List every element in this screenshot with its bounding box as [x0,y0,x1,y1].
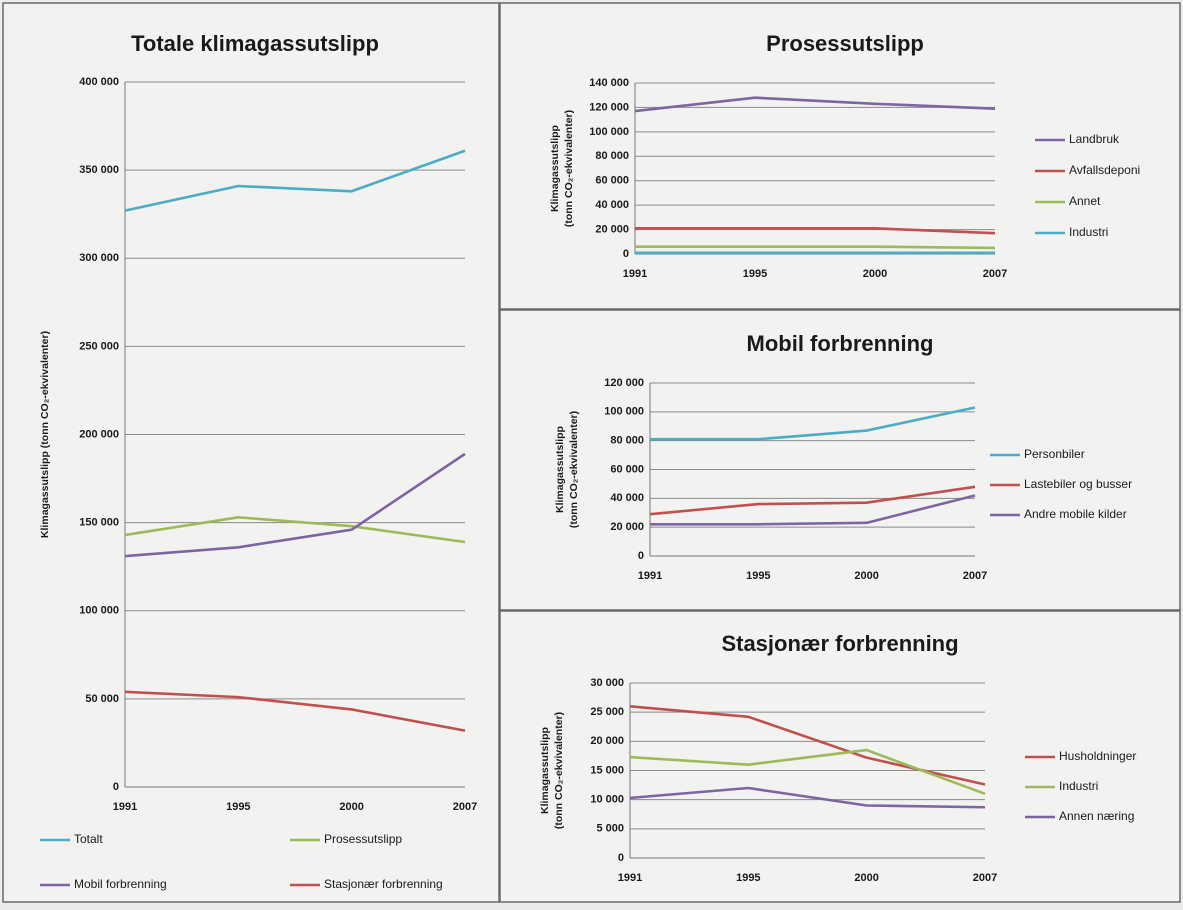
y-axis-label: Klimagassutslipp (tonn CO₂-ekvivalenter) [39,331,51,538]
legend-label: Prosessutslipp [324,832,402,846]
y-tick-label: 120 000 [589,101,629,113]
series-line [650,494,976,526]
series-line [650,406,976,441]
x-tick-label: 2007 [453,801,477,813]
series-line [629,748,986,796]
y-tick-label: 50 000 [85,693,119,705]
y-tick-label: 20 000 [590,735,624,747]
y-axis-label: Klimagassutslipp [539,727,551,814]
x-tick-label: 1995 [226,801,250,813]
legend-label: Andre mobile kilder [1024,507,1127,521]
y-tick-label: 0 [113,781,119,793]
y-axis-label: (tonn CO₂-ekvivalenter) [563,110,575,227]
y-axis-label: Klimagassutslipp [554,426,566,513]
series-line [124,452,466,558]
x-tick-label: 2000 [854,570,878,582]
chart-title: Prosessutslipp [766,31,924,56]
y-tick-label: 20 000 [610,521,644,533]
y-tick-label: 400 000 [79,76,119,88]
y-tick-label: 80 000 [610,435,644,447]
x-tick-label: 2000 [339,801,363,813]
series-line [124,516,466,544]
y-tick-label: 0 [638,550,644,562]
legend-label: Avfallsdeponi [1069,163,1140,177]
x-tick-label: 1995 [743,268,767,280]
y-tick-label: 40 000 [610,492,644,504]
y-tick-label: 100 000 [604,406,644,418]
legend-label: Mobil forbrenning [74,877,167,891]
chart-title: Mobil forbrenning [747,331,934,356]
y-tick-label: 30 000 [590,677,624,689]
x-tick-label: 1991 [638,570,662,582]
legend-label: Personbiler [1024,447,1085,461]
panel [499,610,1181,903]
y-tick-label: 20 000 [595,223,629,235]
chart-title: Totale klimagassutslipp [131,31,379,56]
series-line [649,485,976,516]
y-tick-label: 140 000 [589,77,629,89]
series-line [635,245,996,250]
x-tick-label: 2007 [973,872,997,884]
x-tick-label: 2007 [963,570,987,582]
y-tick-label: 0 [618,852,624,864]
y-tick-label: 60 000 [610,463,644,475]
legend-label: Industri [1069,225,1108,239]
legend-label: Husholdninger [1059,749,1136,763]
chart-title: Stasjonær forbrenning [721,631,958,656]
legend-label: Totalt [74,832,103,846]
y-tick-label: 0 [623,248,629,260]
y-tick-label: 100 000 [589,126,629,138]
y-tick-label: 10 000 [590,794,624,806]
y-tick-label: 15 000 [590,764,624,776]
x-tick-label: 1991 [618,872,642,884]
y-axis-label: Klimagassutslipp [549,125,561,212]
legend-label: Annen næring [1059,809,1134,823]
legend-label: Annet [1069,194,1101,208]
legend-label: Stasjonær forbrenning [324,877,443,891]
series-line [635,227,996,235]
legend-label: Industri [1059,779,1098,793]
x-tick-label: 2000 [854,872,878,884]
x-tick-label: 1995 [736,872,760,884]
x-tick-label: 2000 [863,268,887,280]
y-tick-label: 250 000 [79,340,119,352]
x-tick-label: 1995 [746,570,770,582]
x-tick-label: 2007 [983,268,1007,280]
y-axis-label: (tonn CO₂-ekvivalenter) [568,411,580,528]
series-line [124,149,466,212]
series-line [124,690,466,732]
x-tick-label: 1991 [113,801,137,813]
y-tick-label: 40 000 [595,199,629,211]
y-tick-label: 150 000 [79,517,119,529]
y-axis-label: (tonn CO₂-ekvivalenter) [553,712,565,829]
series-line [629,786,986,809]
x-tick-label: 1991 [623,268,647,280]
y-tick-label: 120 000 [604,377,644,389]
legend-label: Lastebiler og busser [1024,477,1132,491]
legend-label: Landbruk [1069,132,1120,146]
y-tick-label: 100 000 [79,605,119,617]
y-tick-label: 60 000 [595,175,629,187]
y-tick-label: 80 000 [595,150,629,162]
y-tick-label: 300 000 [79,252,119,264]
panel [499,309,1181,611]
y-tick-label: 25 000 [590,706,624,718]
series-line [634,96,996,113]
y-tick-label: 200 000 [79,428,119,440]
y-tick-label: 5 000 [596,823,624,835]
panel [2,2,500,903]
y-tick-label: 350 000 [79,164,119,176]
